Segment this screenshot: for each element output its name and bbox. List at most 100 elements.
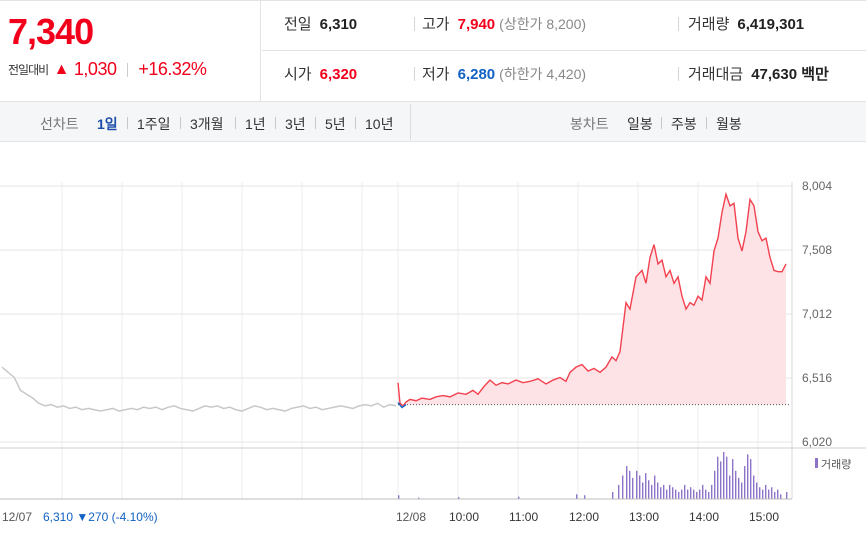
stock-summary-header: 7,340 전일대비 ▲ 1,030 +16.32% 전일 6,310 고가 7,9… [0,0,866,102]
stat-value: 47,630 백만 [751,66,829,83]
volume-bar [678,491,680,499]
volume-bar [642,482,644,499]
stat-divider [414,17,415,31]
volume-bar [780,494,782,499]
volume-bar [744,466,746,499]
volume-bar [756,482,758,499]
stat-value: 6,310 [319,16,358,33]
candle-daily[interactable]: 일봉 [627,116,653,132]
stat-value: 6,320 [319,66,358,83]
volume-bar [576,494,578,499]
lower-limit: (하한가 4,420) [499,66,587,82]
period-1y[interactable]: 1년 [245,116,266,132]
volume-legend-label: 거래량 [821,458,851,471]
volume-bar [675,489,677,499]
stat-divider [414,67,415,81]
volume-bar [738,477,740,499]
prev-day-label: 12/07 [2,510,32,524]
volume-bar [645,473,647,499]
volume-bar [626,466,628,499]
period-divider [235,117,236,129]
volume-bar [711,484,713,499]
stat-value: 6,280 [457,66,496,83]
stat-divider [678,17,679,31]
volume-bar [693,489,695,499]
chart-period-toolbar: 선차트 1일 1주일 3개월 1년 3년 5년 10년 봉차트 일봉 주봉 월봉 [0,102,866,142]
volume-bar [714,470,716,499]
volume-bar [786,491,788,499]
candle-weekly[interactable]: 주봉 [671,116,697,132]
stat-prev-close: 전일 6,310 [284,13,357,34]
volume-bar [723,452,725,499]
stat-divider [678,67,679,81]
volume-bar [663,484,665,499]
stat-volume: 거래량 6,419,301 [688,13,804,34]
volume-bar [681,489,683,499]
stat-high: 고가 7,940 (상한가 8,200) [422,13,586,34]
prev-day-summary: 6,310 ▼270 (-4.10%) [43,510,158,524]
stat-label: 거래대금 [688,66,744,83]
volume-bar [684,484,686,499]
period-10y[interactable]: 10년 [365,116,394,132]
volume-bar [418,497,420,499]
y-tick-label: 7,508 [802,243,832,257]
period-5y[interactable]: 5년 [325,116,346,132]
volume-bar [750,459,752,499]
stat-open: 시가 6,320 [284,63,357,84]
stat-low: 저가 6,280 (하한가 4,420) [422,63,586,84]
stat-label: 거래량 [688,16,730,33]
volume-bar [660,487,662,499]
day-label: 12/08 [396,510,426,524]
volume-bar [777,489,779,499]
volume-bar [629,470,631,499]
stat-label: 고가 [422,16,450,33]
volume-bar [669,484,671,499]
x-tick-label: 11:00 [509,510,538,524]
change-amount: 1,030 [73,59,117,79]
volume-bar [762,489,764,499]
period-3y[interactable]: 3년 [285,116,306,132]
y-tick-label: 6,020 [802,435,832,449]
y-tick-label: 7,012 [802,307,832,321]
stat-row-bottom: 시가 6,320 저가 6,280 (하한가 4,420) 거래대금 47,630 백만 [262,51,866,101]
volume-bar [708,491,710,499]
volume-bar [696,491,698,499]
volume-bar [622,475,624,499]
period-3m[interactable]: 3개월 [190,116,224,132]
period-divider [275,117,276,129]
candle-chart-label: 봉차트 [570,116,609,132]
period-1d[interactable]: 1일 [97,116,118,132]
period-divider [661,117,662,129]
stat-label: 시가 [284,66,312,83]
change-row: 전일대비 ▲ 1,030 +16.32% [8,59,207,80]
y-axis-ticks: 8,004 7,508 7,012 6,516 6,020 [802,179,832,449]
today-series [397,191,790,409]
toolbar-divider [410,104,411,140]
prev-day-series [1,366,397,412]
stat-trade-value: 거래대금 47,630 백만 [688,63,829,84]
change-rate: +16.32% [138,59,207,79]
intraday-price-chart: 8,004 7,508 7,012 6,516 6,020 거래량 12/07 6,310… [0,179,866,524]
x-tick-label: 15:00 [749,510,779,524]
today-area-fill [398,194,786,406]
volume-bar [705,489,707,499]
line-chart-label: 선차트 [40,116,79,132]
volume-bar [687,489,689,499]
candle-monthly[interactable]: 월봉 [716,116,742,132]
x-tick-label: 12:00 [569,510,599,524]
x-tick-label: 13:00 [629,510,659,524]
volume-bar [639,475,641,499]
y-tick-label: 6,516 [802,371,832,385]
up-triangle-icon: ▲ [53,60,70,78]
price-block: 7,340 전일대비 ▲ 1,030 +16.32% [0,1,261,102]
period-1w[interactable]: 1주일 [137,116,171,132]
volume-bar [657,482,659,499]
volume-bar [729,475,731,499]
volume-legend-swatch [815,458,818,468]
change-label: 전일대비 [8,63,49,77]
volume-bar [768,489,770,499]
volume-bar [636,470,638,499]
period-divider [315,117,316,129]
current-price: 7,340 [8,11,94,52]
volume-bar [735,470,737,499]
